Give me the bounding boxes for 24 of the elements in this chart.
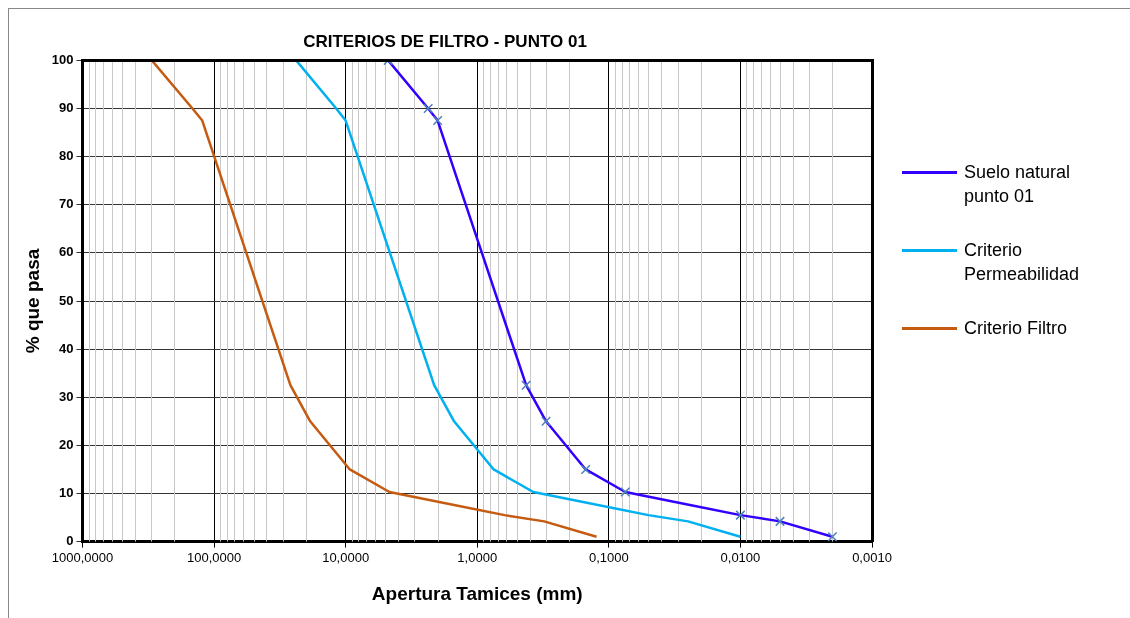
y-tick-label: 60 [59, 244, 74, 260]
legend-label: Criterio Filtro [964, 318, 1068, 338]
x-tick-label: 1000,0000 [51, 549, 114, 565]
y-tick-label: 40 [59, 340, 74, 356]
y-tick-label: 20 [59, 436, 74, 452]
x-tick-label: 0,0010 [852, 549, 892, 565]
y-tick-label: 30 [59, 388, 74, 404]
legend-label: Criterio Permeabilidad [964, 240, 1080, 284]
y-tick-label: 10 [59, 485, 74, 501]
chart-title: CRITERIOS DE FILTRO - PUNTO 01 [303, 31, 587, 51]
y-tick-label: 70 [59, 196, 74, 212]
x-tick-label: 10,0000 [322, 549, 370, 565]
x-tick-label: 1,0000 [457, 549, 498, 565]
x-axis-title: Apertura Tamices (mm) [371, 582, 583, 604]
legend-label: Suelo natural punto 01 [964, 162, 1071, 206]
x-tick-label: 100,0000 [186, 549, 242, 565]
y-tick-label: 0 [66, 533, 74, 549]
y-tick-label: 80 [59, 148, 74, 164]
x-tick-label: 0,0100 [720, 549, 761, 565]
y-tick-label: 90 [59, 100, 74, 116]
y-tick-label: 50 [59, 292, 74, 308]
y-axis-title: % que pasa [21, 248, 43, 354]
x-tick-label: 0,1000 [588, 549, 629, 565]
y-tick-label: 100 [51, 51, 74, 67]
